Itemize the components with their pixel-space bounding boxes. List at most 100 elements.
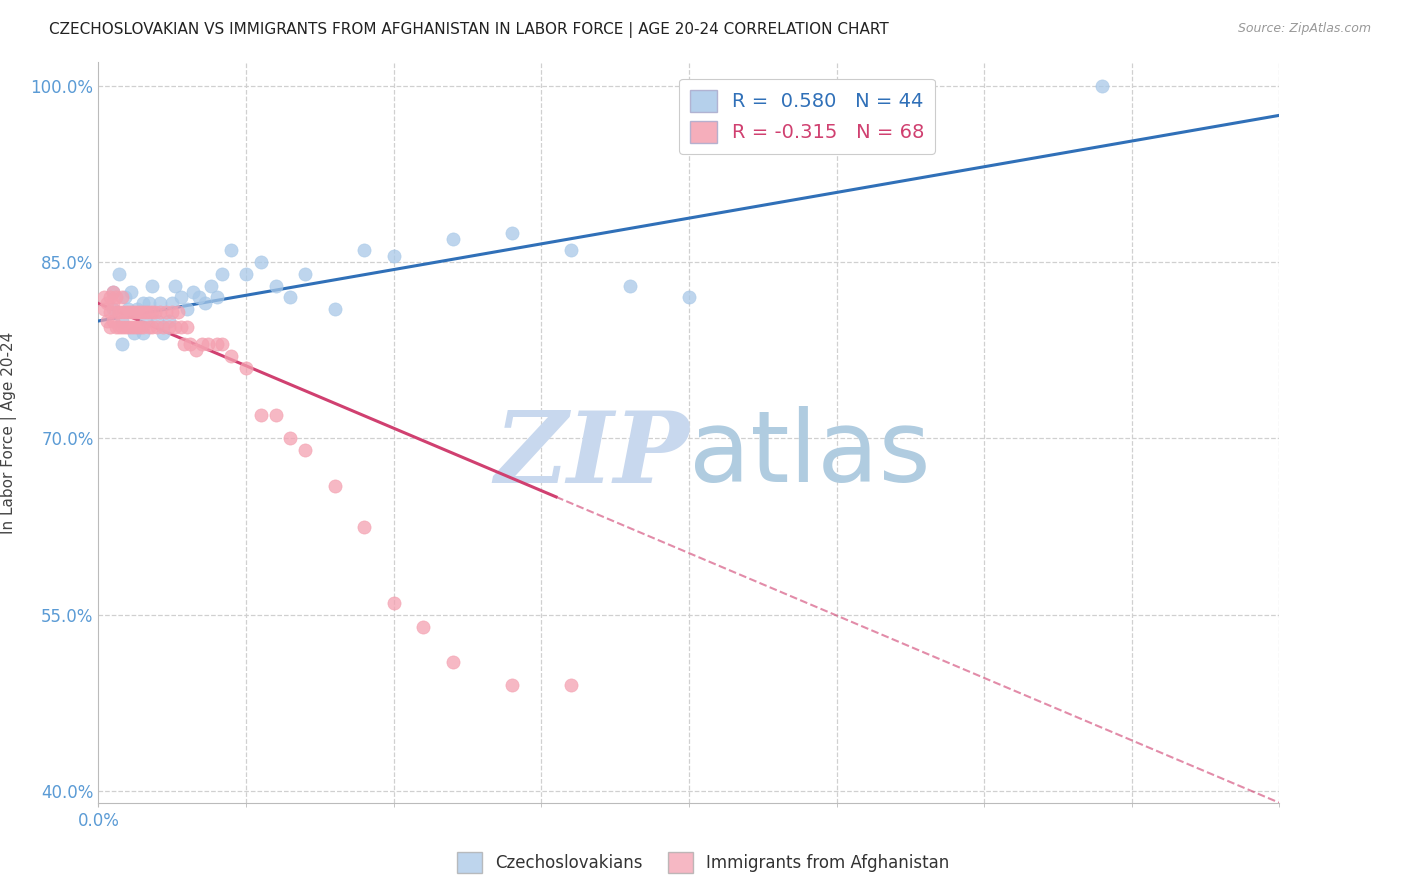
Point (1091, 78, 1114, 93)
Point (197, 337, 219, 351)
Point (111, 319, 134, 334)
Point (105, 319, 128, 334)
Point (152, 319, 174, 334)
Point (162, 304, 183, 318)
Point (441, 232, 464, 246)
Point (98, 304, 121, 318)
Point (105, 290, 128, 304)
Point (323, 302, 346, 317)
Point (211, 337, 233, 351)
Point (211, 267, 233, 281)
Point (146, 319, 169, 334)
Point (111, 304, 134, 318)
Point (191, 337, 214, 351)
Point (179, 337, 201, 351)
Point (250, 408, 273, 422)
Point (221, 244, 243, 258)
Point (120, 304, 142, 318)
Point (382, 596, 405, 610)
Point (205, 337, 228, 351)
Point (125, 304, 148, 318)
Point (382, 249, 405, 263)
Point (170, 319, 193, 334)
Point (138, 319, 160, 334)
Point (93, 302, 115, 317)
Point (103, 285, 125, 299)
Point (294, 267, 316, 281)
Point (250, 255, 273, 269)
Point (103, 296, 125, 310)
Point (122, 319, 145, 334)
Point (138, 296, 160, 310)
Point (114, 304, 136, 318)
Point (184, 343, 207, 358)
Point (132, 319, 155, 334)
Point (165, 319, 187, 334)
Point (165, 278, 187, 293)
Point (294, 443, 316, 458)
Point (117, 304, 139, 318)
Point (353, 519, 375, 533)
Point (122, 326, 145, 340)
Point (96, 314, 118, 328)
Point (93, 290, 115, 304)
Legend: Czechoslovakians, Immigrants from Afghanistan: Czechoslovakians, Immigrants from Afghan… (450, 846, 956, 880)
Point (141, 278, 163, 293)
Point (167, 304, 190, 318)
Point (117, 319, 139, 334)
Point (138, 304, 160, 318)
Point (146, 314, 169, 328)
Text: atlas: atlas (689, 407, 931, 503)
Point (200, 278, 222, 293)
Point (98, 319, 121, 334)
Text: ZIP: ZIP (494, 407, 689, 503)
Point (157, 314, 180, 328)
Point (103, 302, 125, 317)
Point (181, 285, 204, 299)
Point (280, 432, 302, 446)
Point (155, 304, 177, 318)
Point (141, 319, 163, 334)
Point (441, 655, 464, 669)
Point (560, 678, 582, 692)
Point (117, 302, 139, 317)
Point (128, 304, 150, 318)
Point (194, 296, 217, 310)
Point (149, 304, 172, 318)
Point (120, 285, 142, 299)
Point (96, 296, 118, 310)
Point (108, 267, 131, 281)
Point (111, 337, 134, 351)
Point (111, 290, 134, 304)
Point (122, 304, 145, 318)
Point (125, 302, 148, 317)
Point (187, 290, 209, 304)
Point (120, 319, 142, 334)
Point (111, 314, 134, 328)
Point (132, 326, 155, 340)
Point (114, 319, 136, 334)
Point (264, 408, 287, 422)
Point (678, 290, 700, 304)
Text: CZECHOSLOVAKIAN VS IMMIGRANTS FROM AFGHANISTAN IN LABOR FORCE | AGE 20-24 CORREL: CZECHOSLOVAKIAN VS IMMIGRANTS FROM AFGHA… (49, 22, 889, 38)
Point (353, 244, 375, 258)
Point (560, 244, 582, 258)
Point (132, 304, 155, 318)
Point (108, 319, 131, 334)
Point (152, 326, 174, 340)
Point (412, 619, 434, 633)
Point (501, 678, 523, 692)
Point (173, 337, 195, 351)
Point (264, 278, 287, 293)
Point (323, 478, 346, 492)
Point (135, 314, 157, 328)
Point (149, 296, 172, 310)
Point (221, 349, 243, 363)
Point (157, 319, 180, 334)
Point (235, 361, 257, 376)
Point (125, 319, 148, 334)
Point (235, 267, 257, 281)
Point (105, 304, 128, 318)
Point (103, 314, 125, 328)
Point (162, 296, 183, 310)
